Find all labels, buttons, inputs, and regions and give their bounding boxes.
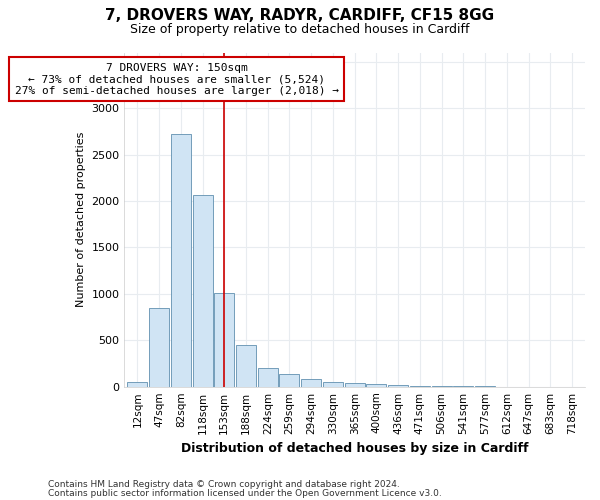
Bar (344, 383, 365, 386)
Y-axis label: Number of detached properties: Number of detached properties (76, 132, 86, 308)
Bar (149, 308, 169, 386)
Text: Contains public sector information licensed under the Open Government Licence v3: Contains public sector information licen… (48, 488, 442, 498)
Bar (193, 196, 212, 386)
Bar (301, 380, 321, 386)
Text: 7 DROVERS WAY: 150sqm
← 73% of detached houses are smaller (5,524)
27% of semi-d: 7 DROVERS WAY: 150sqm ← 73% of detached … (14, 62, 338, 96)
Text: Contains HM Land Registry data © Crown copyright and database right 2024.: Contains HM Land Registry data © Crown c… (48, 480, 400, 489)
Bar (367, 384, 386, 386)
Bar (127, 382, 148, 386)
Bar (236, 345, 256, 387)
Text: 7, DROVERS WAY, RADYR, CARDIFF, CF15 8GG: 7, DROVERS WAY, RADYR, CARDIFF, CF15 8GG (106, 8, 494, 22)
X-axis label: Distribution of detached houses by size in Cardiff: Distribution of detached houses by size … (181, 442, 529, 455)
Bar (171, 134, 191, 386)
Bar (214, 293, 235, 386)
Bar (280, 374, 299, 386)
Text: Size of property relative to detached houses in Cardiff: Size of property relative to detached ho… (130, 22, 470, 36)
Bar (258, 368, 278, 386)
Bar (323, 382, 343, 386)
